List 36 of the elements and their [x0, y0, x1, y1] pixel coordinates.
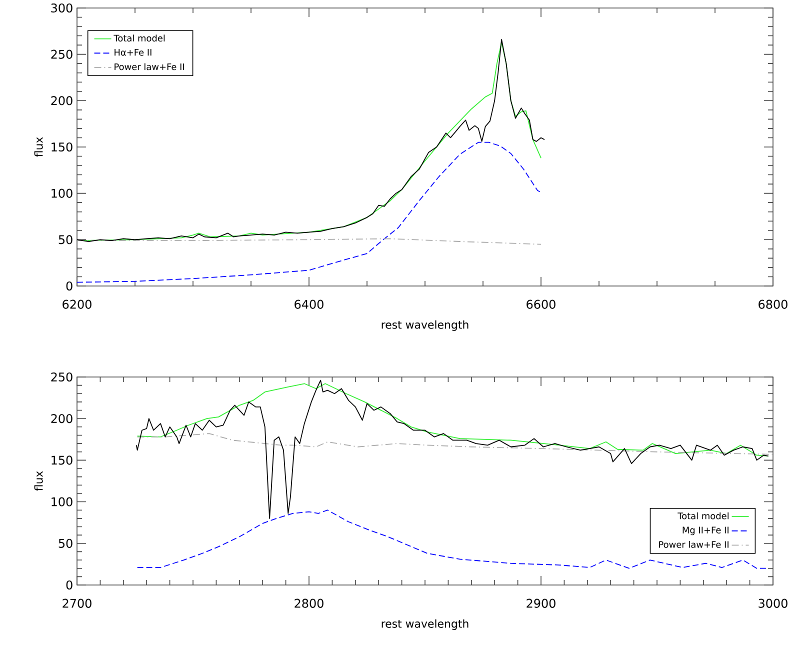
x-tick-label: 6600 — [526, 300, 556, 309]
line-series — [136, 433, 774, 455]
y-axis-title: flux — [34, 471, 43, 491]
x-tick-label: 2700 — [62, 598, 92, 608]
legend-label: Power law+Fe II — [659, 540, 728, 548]
legend-label: Total model — [114, 34, 165, 42]
y-tick-label: 150 — [52, 142, 72, 152]
line-series — [136, 383, 769, 456]
x-axis-title: rest wavelength — [382, 619, 468, 630]
x-axis-title: rest wavelength — [382, 320, 468, 331]
y-tick-label: 150 — [52, 456, 72, 465]
x-tick-label: 6200 — [62, 300, 92, 309]
y-tick-label: 0 — [66, 580, 72, 590]
y-tick-label: 100 — [52, 497, 72, 506]
legend-label: Power law+Fe II — [114, 63, 184, 70]
x-tick-label: 3000 — [758, 598, 788, 608]
y-tick-label: 50 — [58, 235, 72, 244]
x-tick-label: 2800 — [294, 598, 324, 608]
y-tick-label: 200 — [51, 96, 72, 106]
line-series — [136, 380, 769, 519]
y-tick-label: 0 — [66, 281, 72, 291]
y-tick-label: 250 — [51, 50, 72, 59]
y-axis-title: flux — [34, 137, 43, 157]
y-tick-label: 300 — [51, 3, 72, 13]
line-series — [77, 142, 542, 283]
y-tick-label: 50 — [58, 538, 72, 548]
line-series — [136, 510, 769, 569]
x-tick-label: 2900 — [526, 598, 556, 608]
legend-label: Mg II+Fe II — [682, 526, 728, 536]
y-tick-label: 250 — [51, 372, 72, 382]
x-tick-label: 6800 — [758, 300, 788, 309]
y-tick-label: 100 — [52, 188, 72, 198]
y-tick-label: 200 — [51, 414, 72, 424]
legend-label: Hα+Fe II — [114, 49, 152, 56]
legend-label: Total model — [678, 512, 728, 520]
x-tick-label: 6400 — [294, 300, 324, 309]
